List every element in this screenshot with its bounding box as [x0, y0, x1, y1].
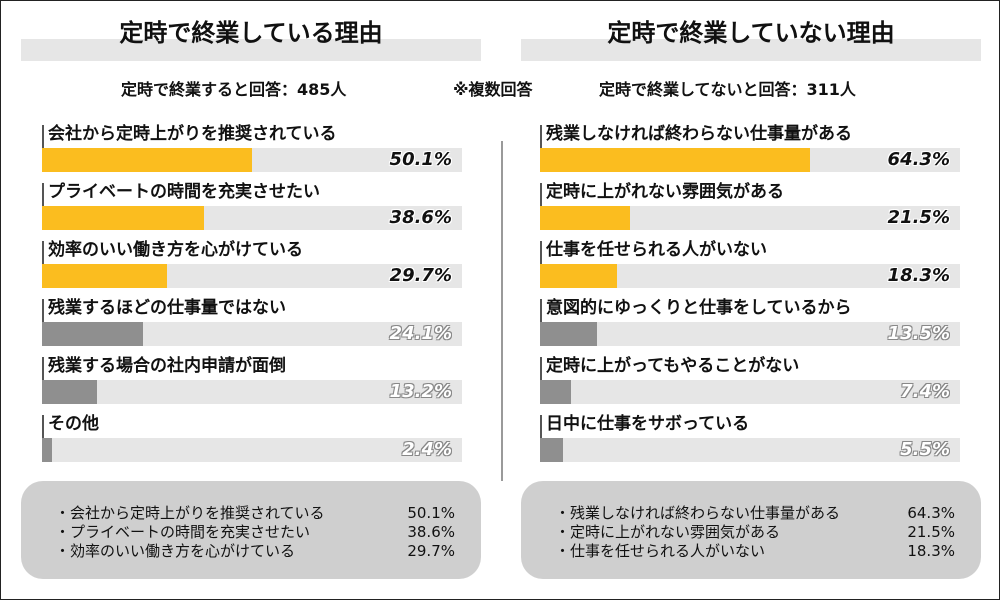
left-bar-value-label-5: 13.2%: [389, 381, 452, 402]
right-category-label-4: 意図的にゆっくりと仕事をしているから: [546, 298, 852, 318]
right-bar-value-label-1: 64.3%: [887, 149, 950, 170]
left-bar-2: [42, 206, 205, 230]
left-summary-item-value-1: 50.1%: [407, 504, 455, 522]
right-category-label-3: 仕事を任せられる人がいない: [546, 240, 767, 260]
left-bar-axis-tick-4: [42, 299, 44, 329]
right-bar-1: [540, 148, 811, 172]
left-category-label-5: 残業する場合の社内申請が面倒: [48, 356, 286, 376]
left-bar-axis-tick-2: [42, 183, 44, 213]
right-bar-value-label-3: 18.3%: [887, 265, 950, 286]
right-bar-axis-tick-3: [540, 241, 542, 271]
right-summary-item-text-1: ・残業しなければ終わらない仕事量がある: [555, 504, 841, 522]
right-bar-axis-tick-5: [540, 357, 542, 387]
right-bar-track-6: [540, 438, 960, 462]
right-summary-item-value-1: 64.3%: [907, 504, 955, 522]
right-summary-item-text-3: ・仕事を任せられる人がいない: [555, 542, 766, 560]
left-category-label-6: その他: [48, 414, 99, 434]
center-divider: [501, 141, 503, 481]
right-category-label-2: 定時に上がれない雰囲気がある: [546, 182, 784, 202]
right-title-band: [521, 39, 981, 61]
right-bar-value-label-5: 7.4%: [900, 381, 950, 402]
left-bar-axis-tick-5: [42, 357, 44, 387]
left-category-label-4: 残業するほどの仕事量ではない: [48, 298, 286, 318]
left-summary-item-text-1: ・会社から定時上がりを推奨されている: [55, 504, 325, 522]
left-bar-5: [42, 380, 98, 404]
right-bar-value-label-6: 5.5%: [900, 439, 950, 460]
right-bar-axis-tick-4: [540, 299, 542, 329]
left-summary-box: ・会社から定時上がりを推奨されている 50.1% ・プライベートの時間を充実させたい…: [21, 481, 481, 579]
left-summary-item-text-2: ・プライベートの時間を充実させたい: [55, 523, 311, 541]
right-summary-item-value-2: 21.5%: [907, 523, 955, 541]
left-category-label-3: 効率のいい働き方を心がけている: [48, 240, 303, 260]
right-bar-5: [540, 380, 572, 404]
left-title-band: [21, 39, 481, 61]
right-summary-item-value-3: 18.3%: [907, 542, 955, 560]
right-bar-track-4: [540, 322, 960, 346]
right-chart-subtitle: 定時で終業してないと回答：311人: [599, 80, 856, 99]
right-bar-axis-tick-6: [540, 415, 542, 445]
left-summary-item-value-2: 38.6%: [407, 523, 455, 541]
left-summary-item-value-3: 29.7%: [407, 542, 455, 560]
right-bar-2: [540, 206, 631, 230]
right-bar-axis-tick-2: [540, 183, 542, 213]
left-bar-3: [42, 264, 167, 288]
left-bar-axis-tick-3: [42, 241, 44, 271]
right-category-label-1: 残業しなければ終わらない仕事量がある: [546, 124, 852, 144]
left-bar-track-6: [42, 438, 462, 462]
right-bar-6: [540, 438, 564, 462]
right-category-label-6: 日中に仕事をサボっている: [546, 414, 750, 434]
left-bar-1: [42, 148, 253, 172]
left-bar-value-label-1: 50.1%: [389, 149, 452, 170]
left-bar-4: [42, 322, 144, 346]
right-bar-value-label-4: 13.5%: [887, 323, 950, 344]
right-category-label-5: 定時に上がってもやることがない: [546, 356, 800, 376]
right-bar-value-label-2: 21.5%: [887, 207, 950, 228]
left-bar-value-label-4: 24.1%: [389, 323, 452, 344]
right-summary-item-2: ・定時に上がれない雰囲気がある 21.5%: [555, 522, 955, 542]
right-summary-item-text-2: ・定時に上がれない雰囲気がある: [555, 523, 781, 541]
right-bar-track-5: [540, 380, 960, 404]
right-bar-3: [540, 264, 617, 288]
right-summary-item-3: ・仕事を任せられる人がいない 18.3%: [555, 541, 955, 561]
right-bar-4: [540, 322, 597, 346]
multiple-answer-note: ※複数回答: [453, 80, 533, 99]
left-bar-value-label-6: 2.4%: [402, 439, 452, 460]
left-bar-value-label-3: 29.7%: [389, 265, 452, 286]
left-summary-item-3: ・効率のいい働き方を心がけている 29.7%: [55, 541, 455, 561]
right-summary-item-1: ・残業しなければ終わらない仕事量がある 64.3%: [555, 503, 955, 523]
right-bar-axis-tick-1: [540, 125, 542, 155]
left-chart-title: 定時で終業している理由: [119, 19, 383, 47]
left-category-label-1: 会社から定時上がりを推奨されている: [48, 124, 337, 144]
right-chart-title: 定時で終業していない理由: [607, 19, 895, 47]
left-chart-subtitle: 定時で終業すると回答：485人: [121, 80, 347, 99]
right-summary-box: ・残業しなければ終わらない仕事量がある 64.3% ・定時に上がれない雰囲気がある 2…: [521, 481, 981, 579]
left-summary-item-1: ・会社から定時上がりを推奨されている 50.1%: [55, 503, 455, 523]
left-category-label-2: プライベートの時間を充実させたい: [48, 182, 320, 202]
left-bar-track-5: [42, 380, 462, 404]
left-summary-item-2: ・プライベートの時間を充実させたい 38.6%: [55, 522, 455, 542]
left-summary-item-text-3: ・効率のいい働き方を心がけている: [55, 542, 296, 560]
left-bar-6: [42, 438, 53, 462]
left-bar-axis-tick-6: [42, 415, 44, 445]
left-bar-axis-tick-1: [42, 125, 44, 155]
left-bar-value-label-2: 38.6%: [389, 207, 452, 228]
